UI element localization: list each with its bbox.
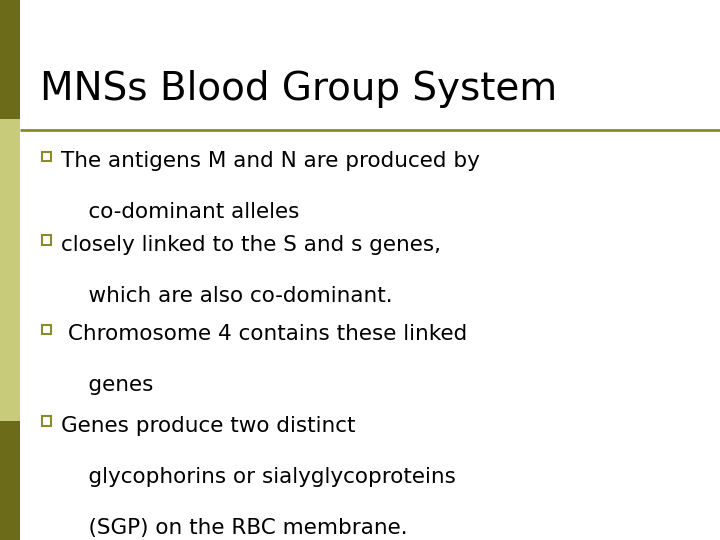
Text: which are also co-dominant.: which are also co-dominant. <box>61 286 393 306</box>
Text: Chromosome 4 contains these linked: Chromosome 4 contains these linked <box>61 324 467 344</box>
Bar <box>42 235 52 245</box>
Text: (SGP) on the RBC membrane.: (SGP) on the RBC membrane. <box>61 518 408 538</box>
Bar <box>0 0 20 119</box>
Bar <box>0 421 20 540</box>
Text: The antigens M and N are produced by: The antigens M and N are produced by <box>61 151 480 171</box>
Text: MNSs Blood Group System: MNSs Blood Group System <box>40 70 557 108</box>
Text: co-dominant alleles: co-dominant alleles <box>61 202 300 222</box>
Bar <box>42 325 52 334</box>
Text: glycophorins or sialyglycoproteins: glycophorins or sialyglycoproteins <box>61 467 456 487</box>
Text: closely linked to the S and s genes,: closely linked to the S and s genes, <box>61 235 441 255</box>
Text: genes: genes <box>61 375 153 395</box>
Bar <box>0 119 20 421</box>
Bar <box>42 416 52 426</box>
Text: Genes produce two distinct: Genes produce two distinct <box>61 416 356 436</box>
Bar <box>42 152 52 161</box>
